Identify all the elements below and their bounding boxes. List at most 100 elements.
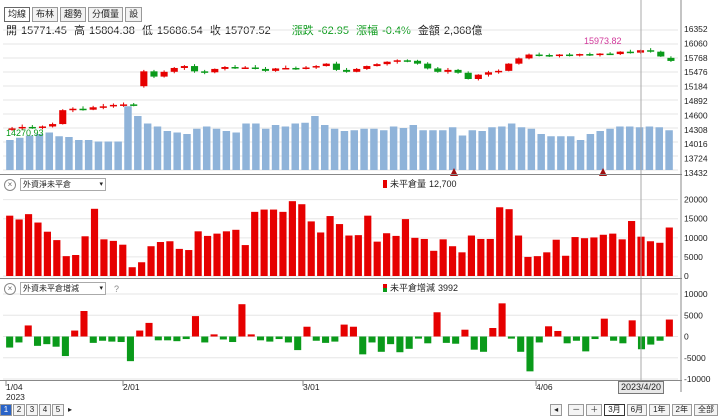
candle — [484, 72, 493, 75]
indicator2-select[interactable]: 外資未平倉增減 ▾ — [20, 282, 106, 295]
oi-bar — [307, 221, 315, 276]
oi-change-bar — [396, 336, 404, 353]
candle — [626, 51, 634, 54]
low-value: 15686.54 — [156, 25, 203, 37]
tab-ma[interactable]: 均線 — [4, 7, 31, 22]
volume-bar — [370, 128, 378, 170]
oi-change-bar — [201, 336, 209, 343]
oi-change-bar — [99, 336, 107, 341]
page-button-4[interactable]: 4 — [39, 404, 51, 416]
help-icon[interactable]: ? — [114, 283, 120, 294]
volume-bar — [409, 125, 418, 170]
tab-volume-profile[interactable]: 分價量 — [88, 7, 124, 22]
period-6m-button[interactable]: 6月 — [626, 404, 648, 416]
indicator1-select[interactable]: 外資淨未平倉 ▾ — [20, 178, 106, 191]
candle — [596, 53, 604, 56]
volume-bar — [586, 134, 595, 170]
oi-bar — [665, 227, 673, 276]
zoom-out-icon[interactable]: － — [568, 404, 585, 416]
oi-bar — [486, 238, 494, 276]
low-label: 低 — [141, 25, 153, 37]
oi-bar — [392, 235, 400, 276]
candle — [18, 126, 26, 129]
volume-bar — [645, 126, 654, 170]
y-tick-label: 15768 — [684, 53, 708, 63]
y-tick-label: -10000 — [684, 374, 711, 384]
candle — [120, 104, 128, 106]
oi-change-bar — [665, 319, 673, 337]
y-tick-label: 5000 — [684, 310, 703, 320]
volume-bar — [291, 123, 299, 170]
oi-bar — [288, 201, 296, 276]
y-tick-label: 15476 — [684, 67, 708, 77]
tab-trend[interactable]: 趨勢 — [60, 7, 87, 22]
chevron-down-icon: ▾ — [99, 285, 103, 292]
oi-change-bar — [15, 336, 23, 343]
x-tick-label: 2/01 — [123, 382, 140, 392]
volume-bar — [114, 141, 122, 170]
more-pages-icon[interactable]: ▸ — [67, 405, 72, 414]
tab-bollinger[interactable]: 布林 — [32, 7, 59, 22]
close-indicator-icon[interactable]: × — [4, 282, 16, 295]
volume-bar — [547, 136, 555, 170]
period-2y-button[interactable]: 2年 — [671, 404, 692, 416]
oi-change-bar — [619, 336, 627, 344]
volume-bar — [330, 128, 339, 170]
candle — [49, 124, 57, 127]
oi-bar — [6, 215, 14, 276]
indicator2-header: × 外資未平倉增減 ▾ ? — [4, 282, 119, 295]
period-3m-button[interactable]: 3月 — [604, 404, 625, 416]
page-button-3[interactable]: 3 — [26, 404, 38, 416]
period-all-button[interactable]: 全部 — [694, 404, 718, 416]
page-button-2[interactable]: 2 — [13, 404, 25, 416]
volume-bar — [350, 130, 358, 170]
tab-settings[interactable]: 設 — [125, 7, 143, 22]
oi-bar — [524, 256, 532, 276]
y-tick-label: 10000 — [684, 289, 708, 299]
zoom-in-icon[interactable]: ＋ — [586, 404, 603, 416]
oi-bar — [326, 216, 334, 276]
oi-change-bar — [43, 336, 51, 345]
oi-change-bar — [164, 336, 172, 341]
candle — [201, 71, 209, 73]
candle — [130, 104, 138, 106]
period-1y-button[interactable]: 1年 — [649, 404, 670, 416]
oi-bar — [543, 252, 551, 276]
y-tick-label: 14016 — [684, 139, 708, 149]
candle — [657, 51, 665, 57]
volume-bar — [222, 131, 231, 170]
indicator2-legend-value: 3992 — [438, 282, 459, 293]
page-button-5[interactable]: 5 — [52, 404, 64, 416]
oi-change-bar — [6, 336, 14, 348]
page-button-1[interactable]: 1 — [0, 404, 12, 416]
close-indicator-icon[interactable]: × — [4, 178, 16, 191]
volume-bar — [173, 132, 181, 170]
oi-change-bar — [368, 336, 376, 343]
volume-bar — [399, 128, 408, 170]
volume-bar — [311, 116, 319, 170]
volume-bar — [183, 134, 191, 170]
oi-change-bar — [238, 304, 246, 337]
pct-value: -0.4% — [382, 25, 411, 37]
volume-bar — [458, 135, 467, 170]
oi-bar — [411, 237, 419, 276]
volume-bar — [134, 116, 142, 170]
candle — [525, 54, 533, 59]
stock-chart[interactable]: 15973.82 14270.93 16352 16060 15768 15476 1518… — [0, 0, 720, 404]
oi-change-bar — [182, 336, 190, 340]
candle — [211, 68, 219, 73]
oi-change-bar — [572, 336, 580, 341]
scroll-left-icon[interactable]: ◂ — [550, 404, 563, 416]
candle — [79, 108, 87, 111]
volume-bar — [271, 125, 280, 170]
candle — [434, 68, 442, 72]
y-tick-label: 14892 — [684, 96, 708, 106]
oi-change-bar — [247, 334, 255, 337]
oi-bar — [128, 267, 136, 276]
amount-label: 金額 — [417, 25, 440, 37]
oi-change-bar — [52, 336, 60, 347]
oi-change-bar — [600, 318, 608, 337]
y-tick-label: 5000 — [684, 252, 703, 262]
oi-change-bar — [191, 316, 200, 337]
volume-bar — [124, 106, 132, 170]
